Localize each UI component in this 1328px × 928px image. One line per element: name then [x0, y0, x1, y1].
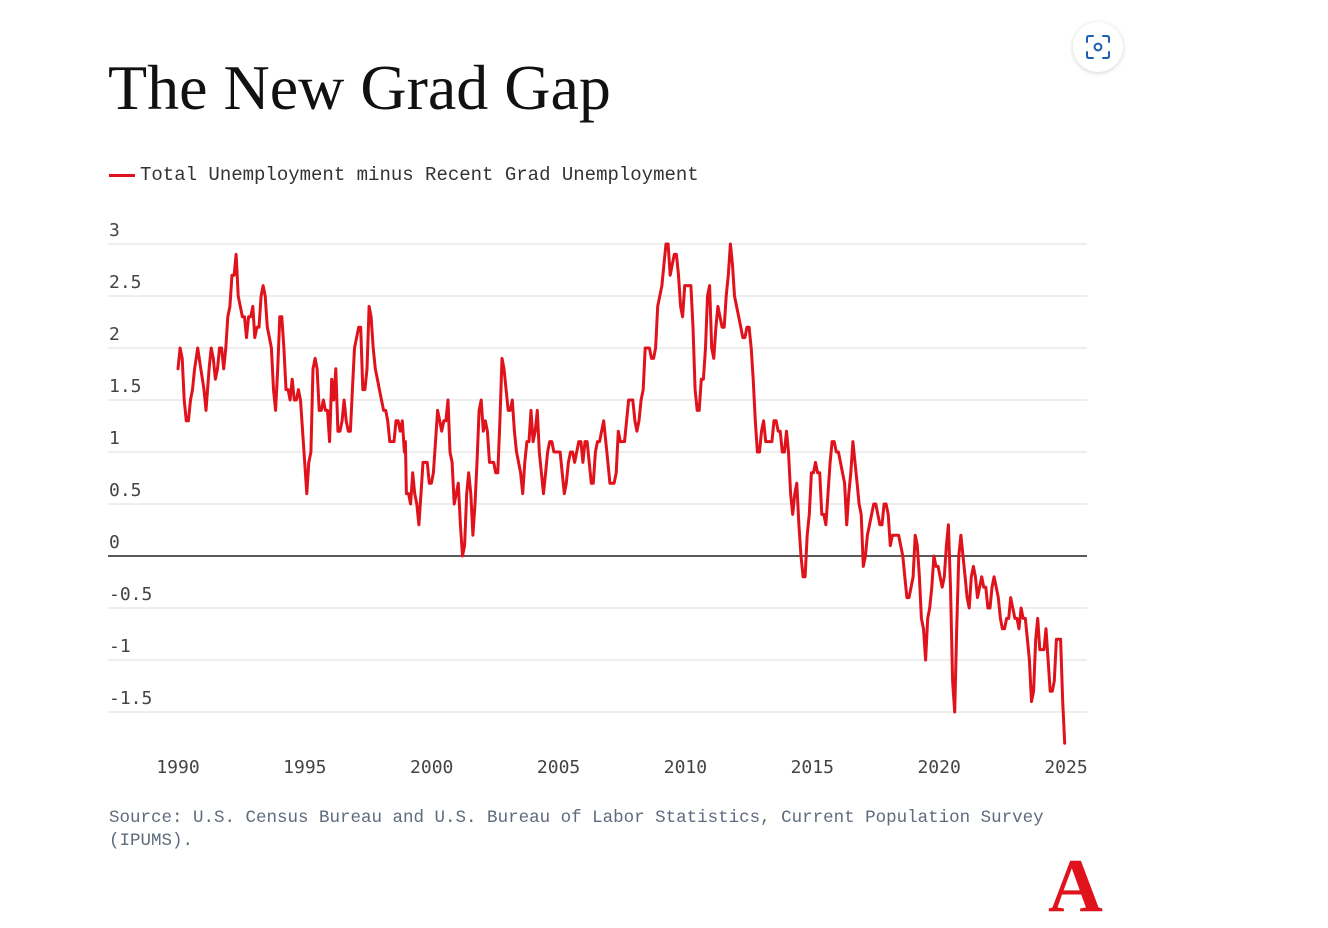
series-line	[176, 242, 1067, 745]
x-tick-label: 2020	[917, 757, 960, 778]
y-axis-labels: 3 2.5 2 1.5 1 0.5 0 -0.5 -1 -1.5	[109, 220, 152, 709]
brand-logo: A	[1048, 844, 1103, 928]
y-tick-label: 3	[109, 220, 120, 241]
y-tick-label: 2.5	[109, 272, 142, 293]
x-tick-label: 1995	[283, 757, 326, 778]
y-tick-label: -0.5	[109, 584, 152, 605]
chart-legend: Total Unemployment minus Recent Grad Une…	[109, 163, 699, 187]
x-tick-label: 2015	[791, 757, 834, 778]
legend-label: Total Unemployment minus Recent Grad Une…	[140, 164, 699, 186]
x-tick-label: 2010	[664, 757, 707, 778]
y-tick-label: 0.5	[109, 480, 142, 501]
expand-button[interactable]	[1073, 22, 1123, 72]
legend-swatch	[109, 173, 135, 177]
y-tick-label: -1.5	[109, 688, 152, 709]
y-tick-label: -1	[109, 636, 131, 657]
x-tick-label: 1990	[156, 757, 199, 778]
gridlines	[108, 243, 1087, 713]
x-axis-labels: 1990 1995 2000 2005 2010 2015 2020 2025	[156, 757, 1087, 778]
expand-icon	[1086, 35, 1110, 59]
x-tick-label: 2005	[537, 757, 580, 778]
y-tick-label: 2	[109, 324, 120, 345]
x-tick-label: 2025	[1044, 757, 1087, 778]
y-tick-label: 1.5	[109, 376, 142, 397]
y-tick-label: 0	[109, 532, 120, 553]
chart-title: The New Grad Gap	[108, 52, 611, 123]
y-tick-label: 1	[109, 428, 120, 449]
line-chart: 3 2.5 2 1.5 1 0.5 0 -0.5 -1 -1.5 1990 1995 2000 2005…	[108, 220, 1088, 778]
source-note: Source: U.S. Census Bureau and U.S. Bure…	[109, 808, 1044, 851]
x-tick-label: 2000	[410, 757, 453, 778]
